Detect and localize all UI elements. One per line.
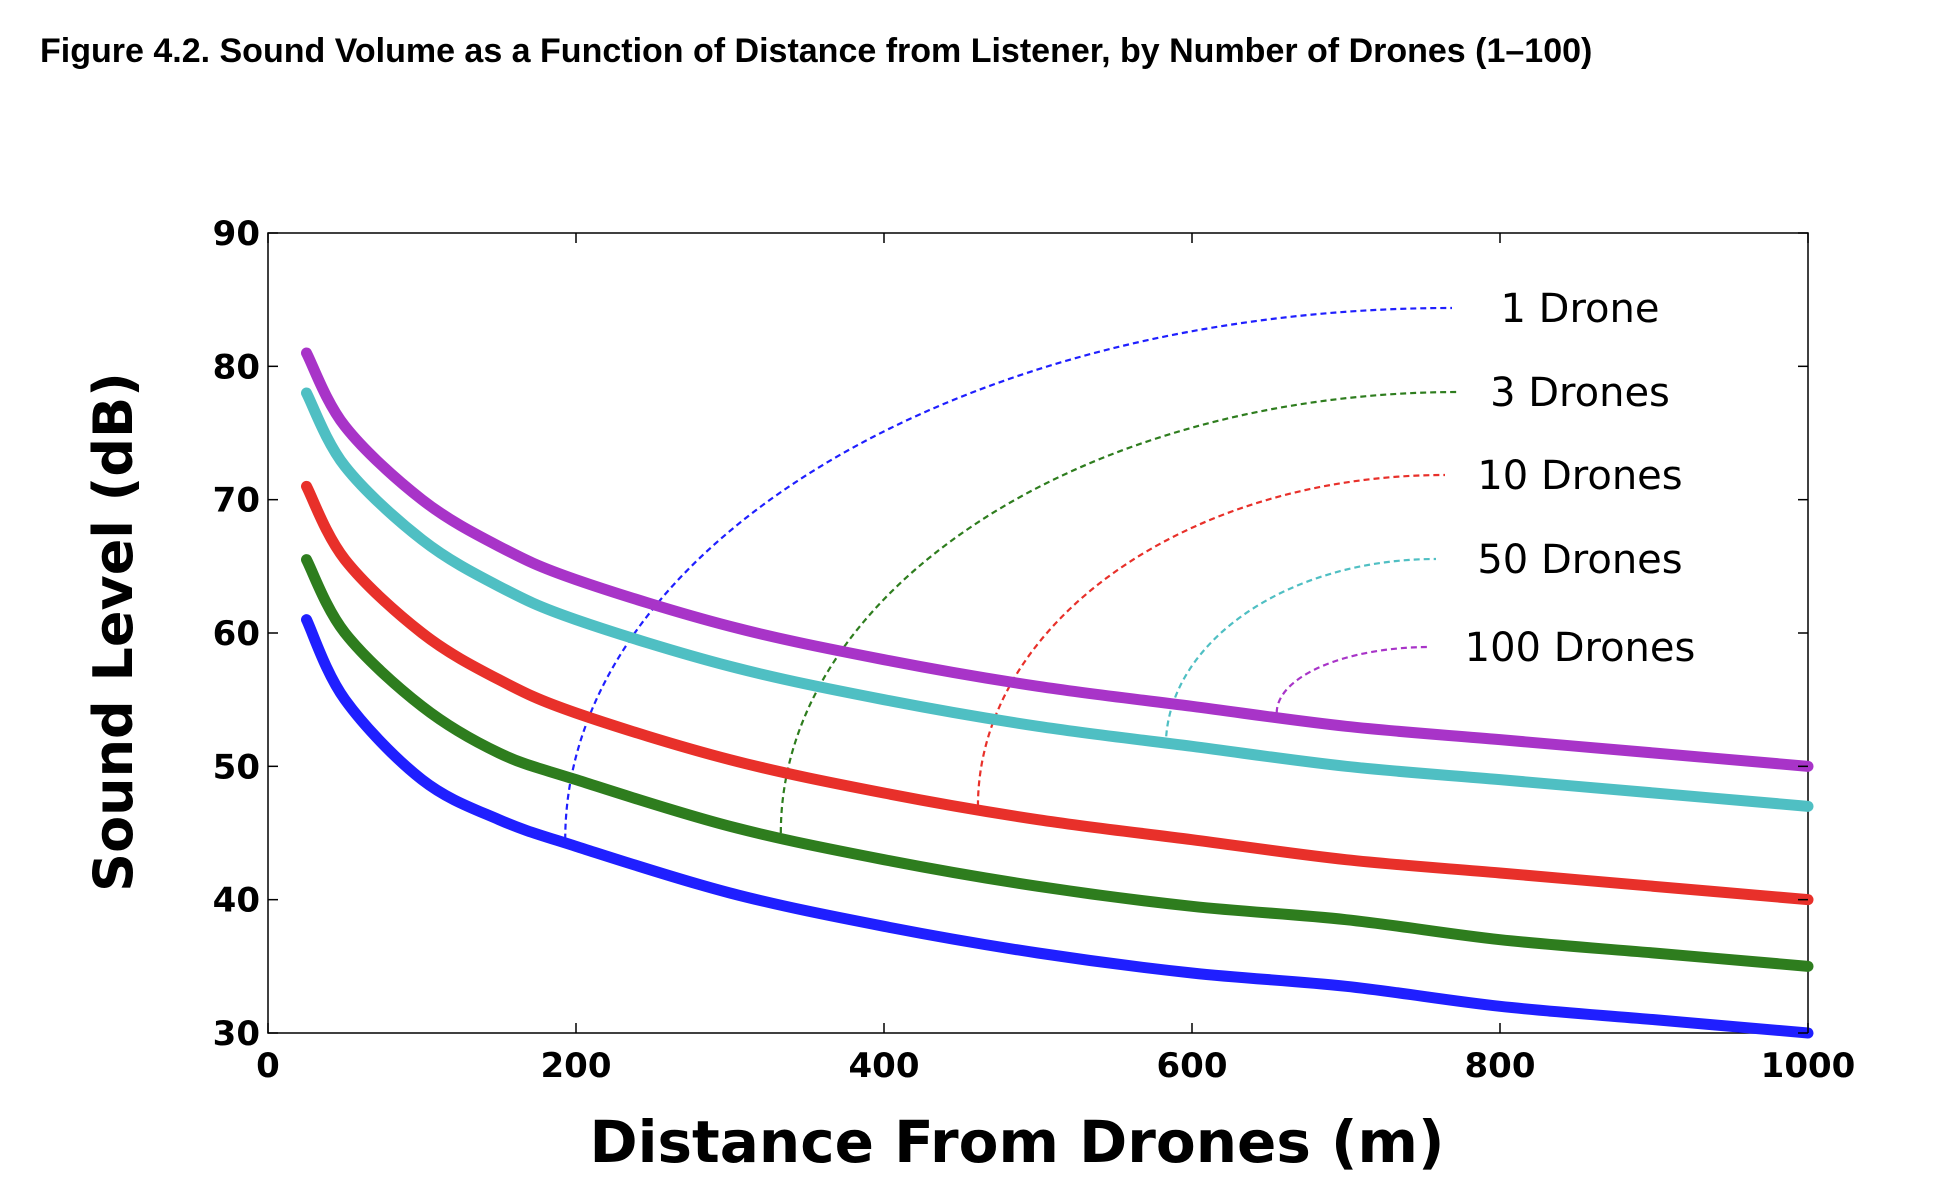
legend-leader-3 xyxy=(976,473,1446,807)
x-tick-label: 400 xyxy=(849,1046,920,1086)
x-tick-label: 600 xyxy=(1157,1046,1228,1086)
x-tick-label: 1000 xyxy=(1761,1046,1856,1086)
legend-leader-1 xyxy=(564,306,1453,840)
series-line-3 xyxy=(301,480,1814,906)
series-line-4 xyxy=(301,387,1814,812)
legend-entry-5: 100 Drones xyxy=(1465,625,1696,671)
legend-leader-2 xyxy=(779,390,1461,834)
y-tick-label: 90 xyxy=(213,214,260,254)
x-axis-label: Distance From Drones (m) xyxy=(590,1108,1445,1176)
y-tick-label: 50 xyxy=(213,747,260,787)
x-tick-label: 800 xyxy=(1465,1046,1536,1086)
y-tick-label: 40 xyxy=(213,881,260,921)
legend-entry-1: 1 Drone xyxy=(1501,286,1660,332)
series-lines xyxy=(301,347,1814,1039)
axis-ticks: 0 200 400 600 800 1000 30 40 50 60 70 80 90 xyxy=(213,214,1856,1086)
series-line-5 xyxy=(301,347,1814,772)
legend-entry-2: 3 Drones xyxy=(1490,370,1670,416)
legend-entry-4: 50 Drones xyxy=(1477,537,1682,583)
y-tick-label: 70 xyxy=(213,481,260,521)
legend: 1 Drone 3 Drones 10 Drones 50 Drones 100 Dro… xyxy=(1465,286,1696,671)
legend-entry-3: 10 Drones xyxy=(1477,453,1682,499)
x-tick-label: 200 xyxy=(541,1046,612,1086)
y-tick-label: 60 xyxy=(213,614,260,654)
x-tick-label: 0 xyxy=(256,1046,280,1086)
legend-leader-5 xyxy=(1275,645,1431,714)
y-axis-label: Sound Level (dB) xyxy=(82,372,145,892)
figure-title: Figure 4.2. Sound Volume as a Function o… xyxy=(40,32,1593,70)
y-tick-label: 80 xyxy=(213,347,260,387)
y-tick-label: 30 xyxy=(213,1014,260,1054)
series-line-2 xyxy=(301,554,1814,972)
series-line-1 xyxy=(301,614,1814,1039)
